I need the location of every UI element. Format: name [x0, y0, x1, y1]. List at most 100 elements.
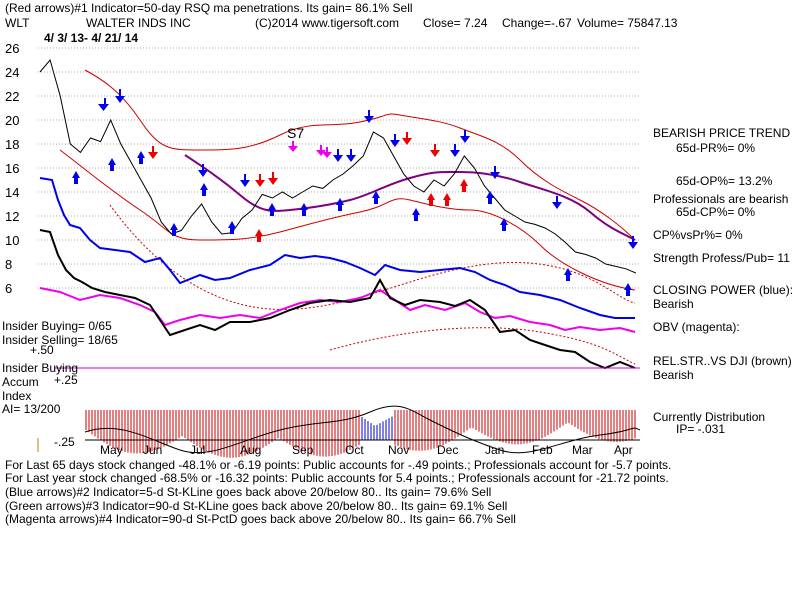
red-up-arrow: [460, 179, 468, 192]
red-down-arrow: [430, 144, 440, 157]
header-line1: (Red arrows)#1 Indicator=50-day RSQ ma p…: [5, 1, 413, 15]
x-month-label: Sep: [292, 443, 314, 457]
blue-down-arrow: [98, 98, 109, 111]
footer-line1: For Last 65 days stock changed -48.1% or…: [5, 458, 672, 472]
x-month-label: May: [100, 443, 123, 457]
blue-down-arrow: [198, 164, 208, 177]
blue-up-arrow: [500, 218, 508, 231]
red-up-arrow: [255, 229, 263, 242]
plus50-label: +.50: [30, 343, 54, 357]
footer-line3: (Blue arrows)#2 Indicator=5-d St-KLine g…: [5, 485, 492, 499]
blue-up-arrow: [564, 268, 572, 281]
dotted-trend-a: [109, 204, 636, 310]
header-volume: Volume= 75847.13: [577, 16, 678, 30]
dotted-trend-b: [329, 327, 636, 365]
x-month-label: Jun: [143, 443, 162, 457]
blue-up-arrow: [300, 203, 308, 216]
blue-down-arrow: [490, 166, 500, 179]
footer-line5: (Magenta arrows)#4 Indicator=90-d St-Pct…: [5, 512, 516, 526]
lower-band: [59, 149, 636, 291]
blue-down-arrow: [450, 144, 460, 157]
y-tick-label: 24: [5, 65, 19, 80]
insider-buying-label: Insider Buying: [2, 361, 79, 375]
header-company: WALTER INDS INC: [86, 16, 191, 30]
x-month-label: Nov: [388, 443, 409, 457]
red-down-arrow: [148, 146, 158, 159]
x-month-label: Apr: [614, 443, 633, 457]
red-up-arrow: [427, 193, 435, 206]
blue-up-arrow: [137, 151, 145, 164]
blue-down-arrow: [240, 174, 250, 187]
x-month-label: Feb: [532, 443, 553, 457]
y-tick-label: 6: [5, 281, 12, 296]
x-month-label: Dec: [437, 443, 458, 457]
strength-label: Strength Profess/Pub= 11: [653, 251, 790, 265]
footer-line2: For Last year stock changed -68.5% or -1…: [5, 471, 669, 485]
y-tick-label: 8: [5, 257, 12, 272]
relstr-value: Bearish: [653, 368, 694, 382]
trend-label: BEARISH PRICE TREND: [653, 126, 791, 140]
minus25-label: -.25: [54, 435, 75, 449]
s7-annotation: S7: [287, 125, 304, 141]
y-tick-label: 16: [5, 161, 19, 176]
op-label: 65d-OP%= 13.2%: [676, 174, 773, 188]
blue-down-arrow: [115, 89, 125, 103]
ip-label: IP= -.031: [676, 422, 726, 436]
accum-label: Accum: [2, 375, 39, 389]
closing-power-value: Bearish: [653, 297, 694, 311]
obv-label: OBV (magenta):: [653, 320, 740, 334]
moving-average: [184, 154, 636, 241]
professionals-label: Professionals are bearish: [653, 192, 789, 206]
blue-down-arrow: [333, 149, 343, 162]
cpvspr-label: CP%vsPr%= 0%: [653, 228, 743, 242]
index-label: Index: [2, 389, 32, 403]
blue-up-arrow: [228, 221, 236, 234]
insider-buying-count: Insider Buying= 0/65: [2, 319, 112, 333]
cp-label: 65d-CP%= 0%: [676, 205, 756, 219]
x-month-label: Mar: [572, 443, 593, 457]
blue-up-arrow: [372, 191, 380, 204]
accumulation-index-bars: [85, 410, 636, 458]
header-close: Close= 7.24: [423, 16, 488, 30]
magenta-down-arrow: [322, 147, 332, 158]
blue-down-arrow: [628, 236, 638, 249]
blue-down-arrow: [552, 196, 562, 209]
blue-down-arrow: [364, 110, 374, 123]
closing-power-line: [39, 177, 635, 319]
red-down-arrow: [402, 132, 412, 145]
obv-line: [39, 287, 636, 333]
blue-up-arrow: [200, 183, 208, 196]
blue-up-arrow: [72, 171, 80, 184]
y-tick-label: 22: [5, 89, 19, 104]
price-line: [39, 58, 637, 274]
blue-down-arrow: [460, 130, 470, 143]
insider-selling-count: Insider Selling= 18/65: [2, 333, 118, 347]
relative-strength-line: [39, 229, 636, 370]
signal-arrows: [72, 89, 638, 296]
x-month-label: Aug: [240, 443, 261, 457]
blue-down-arrow: [346, 149, 356, 162]
blue-up-arrow: [412, 208, 420, 221]
magenta-down-arrow: [316, 145, 326, 156]
distribution-label: Currently Distribution: [653, 410, 766, 424]
header-copyright: (C)2014 www.tigersoft.com: [255, 16, 400, 30]
footer-line4: (Green arrows)#3 Indicator=90-d St-KLine…: [5, 499, 508, 513]
y-tick-label: 26: [5, 41, 19, 56]
y-axis-labels: 26 24 22 20 18 16 14 12 10 8 6: [5, 41, 19, 296]
header-date-range: 4/ 3/ 13- 4/ 21/ 14: [44, 31, 139, 45]
red-down-arrow: [255, 174, 265, 187]
header-change: Change=-.67: [502, 16, 572, 30]
ai-label: AI= 13/200: [2, 402, 61, 416]
accumulation-ma: [84, 405, 641, 454]
y-tick-label: 14: [5, 185, 19, 200]
blue-up-arrow: [486, 191, 494, 204]
price-gridlines: [38, 47, 640, 289]
relstr-label: REL.STR..VS DJI (brown): [653, 354, 792, 368]
y-tick-label: 18: [5, 137, 19, 152]
header-ticker: WLT: [5, 16, 30, 30]
y-tick-label: 12: [5, 209, 19, 224]
blue-up-arrow: [336, 198, 344, 211]
x-month-label: Jul: [190, 443, 205, 457]
y-tick-label: 20: [5, 113, 19, 128]
